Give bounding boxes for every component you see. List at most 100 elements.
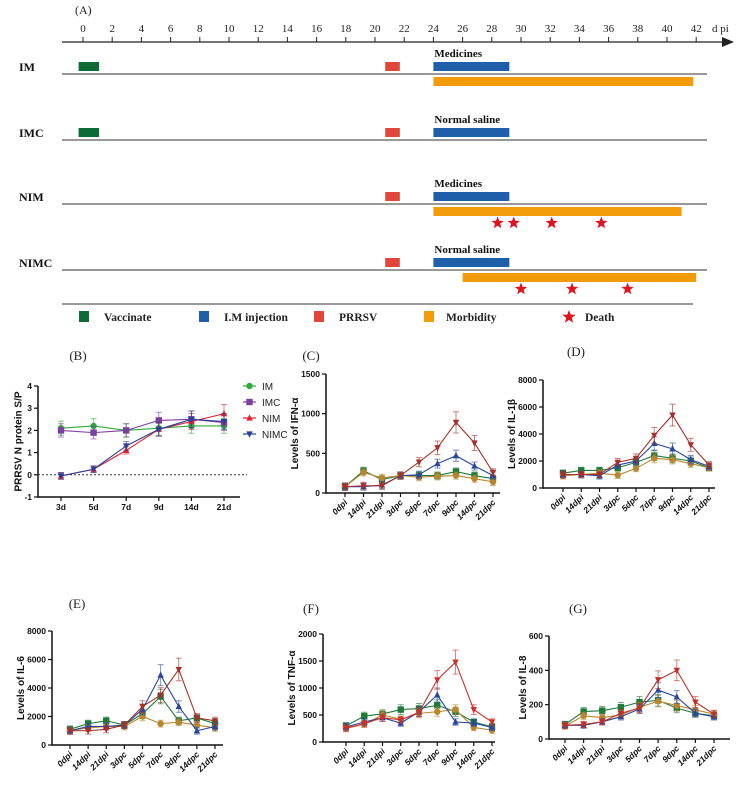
marker-circle [452,472,460,479]
marker-triangle-down [673,667,680,675]
marker-circle [157,720,164,727]
vaccinate-bar [78,62,100,71]
legend-label: NIM [262,414,280,425]
death-star-icon [491,216,504,229]
timeline-row-imc: IMC Normal saline [19,114,707,141]
y-tick-label: 2000 [27,712,46,722]
marker-triangle-up [692,709,699,716]
marker-triangle-down [452,419,460,427]
x-tick-label: 7dpc [641,743,662,764]
legend-label: Morbidity [446,312,497,324]
x-tick-label: 21dpi [580,492,604,516]
panel-label: (B) [69,348,86,363]
x-tick-label: 3dpc [108,749,129,770]
y-axis-label: Levels of IL-6 [16,656,27,720]
axis-tick-label: 36 [603,23,615,35]
marker-triangle-down [596,471,603,479]
series-line [60,425,224,431]
y-tick-label: 2 [27,425,32,435]
series-red [66,657,219,735]
x-tick-label: 7d [121,502,131,512]
marker-triangle-down [246,431,253,438]
x-tick-label: 21dpc [688,492,713,517]
axis-tick-label: 0 [80,23,86,35]
marker-triangle-up [434,459,441,467]
legend-item-imc: IMC [243,398,280,409]
marker-triangle-down [687,442,694,449]
morbidity-bar [433,77,694,86]
marker-square [580,708,587,715]
timeline-row-nim: NIM Medicines [19,178,707,229]
axis-tick-label: 12 [253,23,264,35]
marker-triangle-down [617,710,625,718]
marker-triangle-down [705,462,713,469]
x-tick-label: 3dpc [604,743,625,764]
series-nim [57,404,228,480]
x-tick-label: 21dpc [194,749,219,774]
x-tick-label: 21dpc [471,746,496,771]
x-tick-label: 5dpc [623,743,644,764]
x-tick-label: 3dpc [384,497,405,518]
y-axis-label: Levels of IFN-α [290,397,301,470]
y-tick-label: 1500 [301,369,320,379]
death-star-icon [595,216,608,229]
axis-tick-label: 32 [545,23,556,35]
series-nimc [57,410,228,480]
marker-triangle-up [415,470,423,478]
marker-circle [452,706,459,713]
death-star-icon [621,282,634,295]
axis-tick-label: 14 [282,23,294,35]
marker-triangle-down [57,473,65,480]
panel-label: (C) [302,348,319,363]
marker-triangle-up [673,693,680,700]
marker-circle [632,465,640,472]
marker-triangle-down [211,718,219,725]
x-tick-label: 7dpc [144,749,165,770]
y-axis-label: PRRSV N protein S/P [13,391,24,491]
marker-triangle-down [341,484,349,491]
y-tick-label: 1 [27,448,32,458]
legend-item-nim: NIM [243,414,280,425]
marker-square [599,707,606,714]
marker-triangle-down [488,719,496,726]
marker-circle [360,469,367,476]
x-tick-label: 7dpc [638,492,659,513]
x-tick-label: 21d [217,502,232,512]
y-axis-label: Levels of IL-8 [518,655,529,719]
x-tick-label: 7dpc [421,497,442,518]
marker-triangle-down [632,455,640,463]
marker-triangle-down [669,412,676,419]
x-tick-label: 5dpc [402,497,423,518]
x-tick-label: 3dpc [601,492,622,513]
series-line [70,668,216,732]
death-star-icon [545,216,558,229]
series-im [57,418,228,438]
marker-square [246,398,253,406]
death-star-icon [562,310,576,323]
panel-label: (F) [303,601,319,616]
marker-triangle-down [188,416,195,424]
marker-triangle-down [578,471,585,479]
marker-square [578,467,585,474]
x-tick-label: 14dpi [345,497,368,520]
timeline-row-im: IM Medicines [19,48,707,86]
y-tick-label: 8000 [27,626,46,636]
marker-triangle-down [193,715,201,722]
marker-triangle-down [157,692,164,699]
legend-item-injection: I.M injection [199,311,288,324]
axis-tick-label: 34 [574,23,586,35]
treatment-label: Normal saline [434,244,500,256]
y-axis-label: Levels of TNF-α [287,650,298,726]
marker-triangle-up [246,414,253,421]
marker-triangle-up [452,451,460,459]
axis-tick-label: 40 [662,23,674,35]
marker-triangle-up [193,726,201,734]
marker-triangle-down [599,719,606,726]
marker-triangle-up [470,719,477,726]
x-tick-label: 21dpi [583,743,607,767]
y-tick-label: 2000 [298,629,317,639]
marker-triangle-down [66,728,74,735]
panel-a-timeline: (A)0 2 4 6 8 10 12 14 16 18 20 22 24 26 28 30 32 34 36 38 40… [19,3,734,324]
